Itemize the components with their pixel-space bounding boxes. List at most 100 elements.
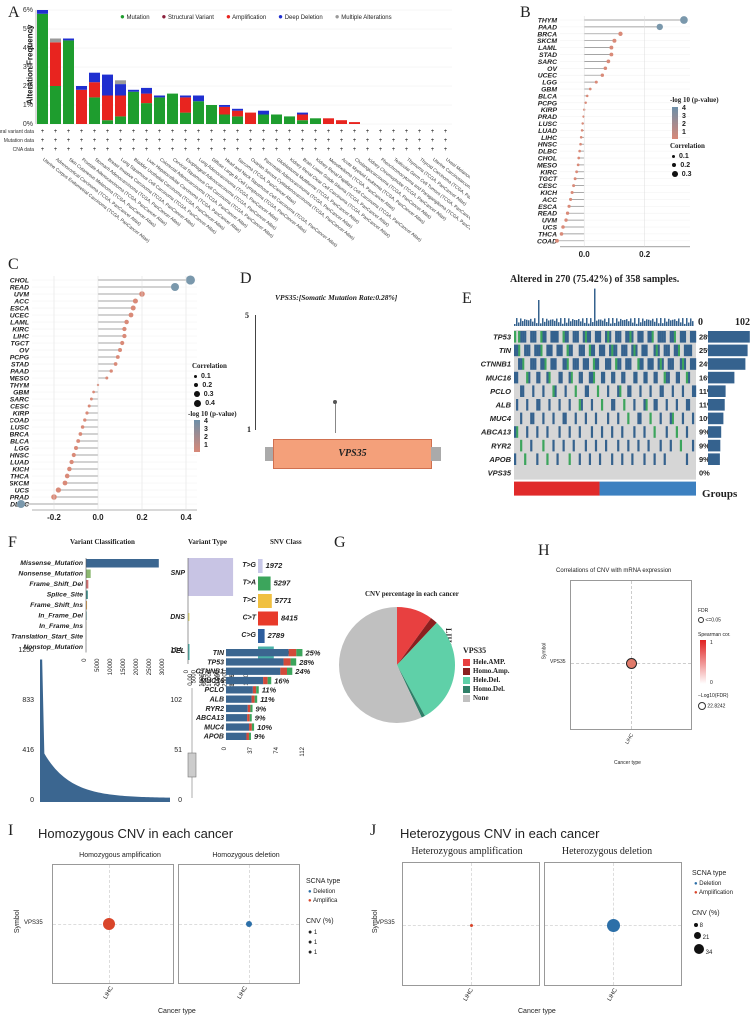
panel-f-tg-bar-seg2 [247,714,250,722]
panel-e-mutation-cell [693,331,697,343]
panel-b-dot [594,80,598,84]
panel-c-xtick: 0.4 [180,513,192,522]
panel-c-category-label: OV [19,348,30,355]
panel-a-bar [284,116,295,124]
panel-e-mutation-cell [566,358,569,370]
panel-a-plus-marker: + [184,129,188,135]
panel-e-top-bar [580,321,582,326]
panel-e-mutation-cell [667,358,670,370]
panel-e-mutation-cell [687,399,691,411]
panel-e-mutation-cell [685,344,689,357]
panel-f-tg-bar-seg2 [252,686,257,694]
panel-a-plus-marker: + [249,138,253,144]
panel-c-pval-label: 1 [204,442,208,450]
panel-c-category-label: THYM [10,383,29,390]
panel-c-dot [115,355,120,359]
panel-e-top-bar [600,319,602,326]
panel-e-top-bar [672,319,674,326]
panel-a-legend-item: ● Mutation [120,12,150,21]
panel-h-xlabel: Cancer type [614,760,641,766]
panel-j-del-point [607,919,620,932]
panel-a-bar [50,86,61,124]
panel-f-tg-label: RYR2 [205,706,224,713]
panel-c-pval-label: 4 [204,418,208,426]
panel-e-mutation-cell [615,358,618,370]
panel-e-mutation-cell [514,371,517,384]
panel-e-top-bar [684,323,686,326]
panel-e-top-bar [644,320,646,326]
panel-e-mutation-cell [540,344,543,357]
panel-e-mutation-cell [584,412,587,425]
panel-e-mutation-cell [657,331,660,343]
panel-a-plus-marker: + [223,138,227,144]
panel-a-bar [323,118,334,124]
panel-e-mutation-cell [548,344,551,357]
panel-e-mutation-cell [532,385,535,397]
panel-e-mutation-cell [621,426,624,438]
panel-a-plus-marker: + [275,129,279,135]
panel-e-mutation-cell [629,331,632,343]
panel-e-mutation-cell [524,453,527,465]
panel-a-plus-marker: + [67,129,71,135]
panel-b-pval-label-label: 4 [682,105,686,112]
panel-f-tg-bar [226,695,252,703]
panel-c-legend-title-corr: Correlation [192,362,227,370]
panel-e-top-bar [520,318,522,326]
panel-a-ytick: 6% [23,7,33,14]
panel-a-bar [128,89,139,92]
panel-e-mutation-cell [649,358,652,370]
panel-b-category-label: LGG [542,80,557,87]
panel-a-bar [336,120,347,124]
panel-e-mutation-cell [607,331,610,343]
panel-e-mutation-cell [532,331,535,343]
panel-c-category-label: SARC [10,397,29,404]
panel-f-vt-label: SNP [171,570,186,577]
panel-a-bar [63,40,74,124]
panel-e-mutation-cell [558,371,561,384]
panel-f-tg-bar [226,667,281,675]
panel-e-mutation-cell [633,399,636,411]
panel-c-dot [118,348,122,352]
panel-e-mutation-cell [584,331,587,343]
panel-e-percent: 10% [699,414,714,423]
panel-c-xtick: -0.2 [47,513,61,522]
panel-b-corr-label-label: 0.3 [681,171,692,178]
panel-e-mutation-cell [691,385,695,397]
panel-j-legend-cnv-3: 34 [694,944,712,959]
panel-a-plus-marker: + [366,147,370,153]
panel-e-top-bar [554,320,556,326]
panel-e-top-bar [544,321,546,326]
panel-e-top-bar [682,318,684,326]
panel-e-gene-label: TP53 [493,333,512,342]
panel-e-mutation-cell [568,344,571,357]
panel-e-mutation-cell [687,371,691,384]
panel-e-title: Altered in 270 (75.42%) of 358 samples. [510,274,680,285]
panel-e-mutation-cell [619,358,622,370]
panel-e-mutation-cell [683,331,687,343]
panel-a-plus-marker: + [314,129,318,135]
panel-e-right-bar [708,412,724,425]
panel-g-pie-slice [339,607,422,723]
panel-e-mutation-cell [639,412,642,425]
panel-e-top-bar [556,318,558,326]
panel-g-gene: VPS35 [463,646,487,655]
panel-b-chart: THYMPAADBRCASKCMLAMLSTADSARCOVUCECLGGGBM… [537,16,690,259]
panel-b-dot [575,170,579,174]
panel-a-plus-marker: + [418,129,422,135]
panel-a-plus-marker: + [93,129,97,135]
panel-e-mutation-cell [562,412,565,425]
panel-b-corr-label-label: 0.1 [679,153,689,160]
panel-h-legend-size: 22.8242 [698,702,725,710]
panel-b-dot [576,163,580,167]
panel-a-plus-marker: + [431,138,435,144]
panel-e-mutation-cell [627,358,630,370]
panel-g-legend: Hele.AMP. Homo.Amp. Hele.Del. Homo.Del. None [463,658,510,703]
panel-b-dot [618,31,623,36]
panel-e-mutation-cell [536,344,539,357]
panel-a-legend-label: Multiple Alterations [341,15,392,21]
panel-f-tg-bar-seg2 [247,704,251,713]
panel-i-legend-cnv-2: ● 1 [308,939,318,946]
panel-e-top-bar [692,321,694,326]
panel-b-category-label: STAD [539,52,557,59]
panel-a-bar [76,86,87,90]
